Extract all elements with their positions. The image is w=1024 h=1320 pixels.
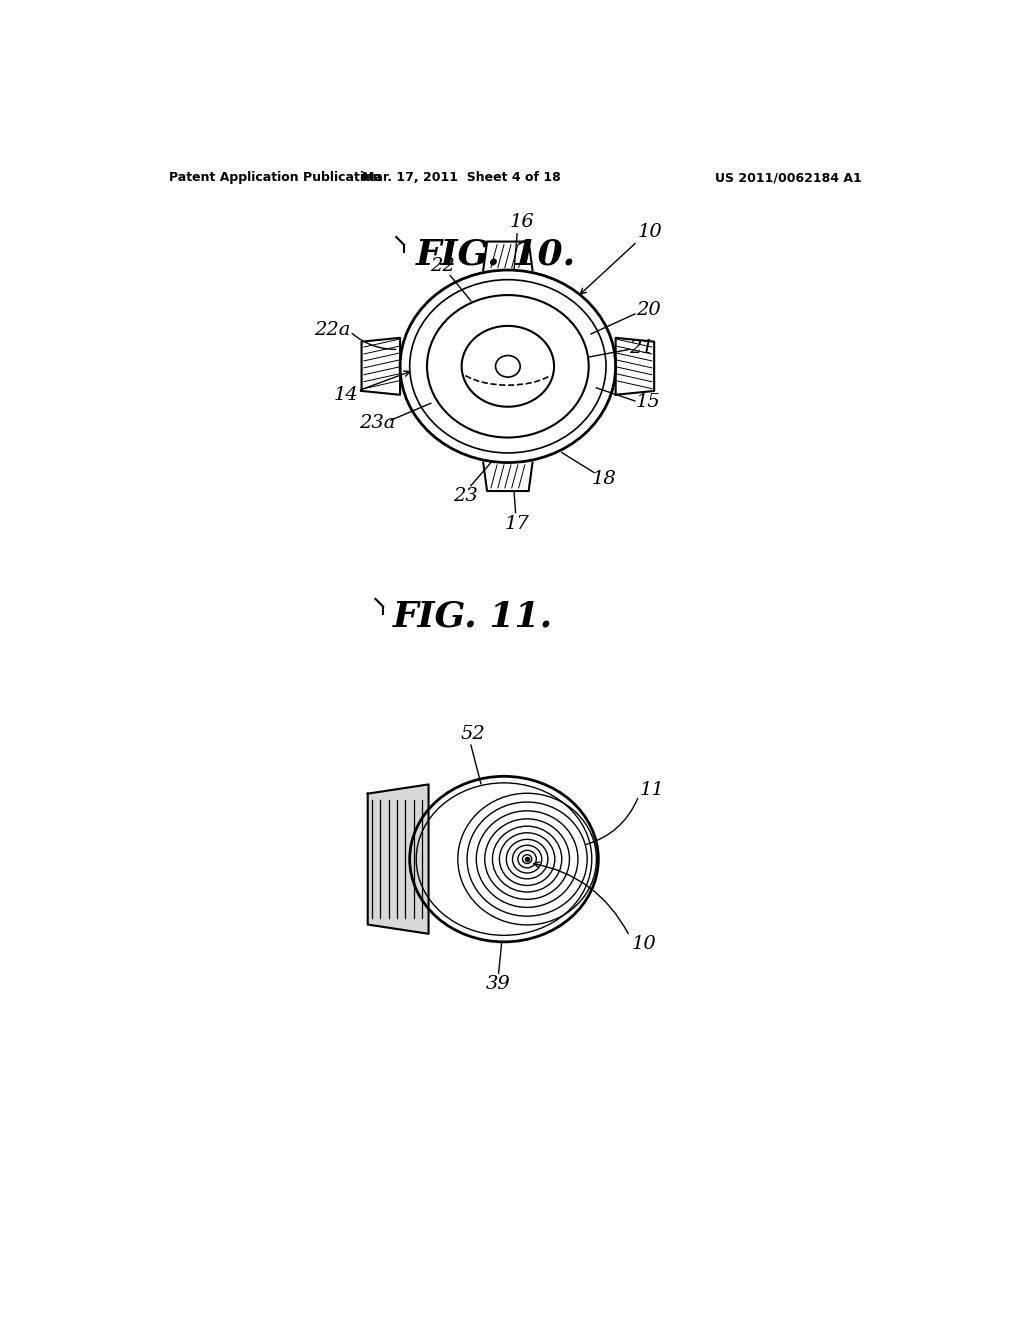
Text: 39: 39 [486, 975, 511, 993]
Text: 10: 10 [638, 223, 663, 240]
Text: 11: 11 [639, 781, 665, 799]
Text: 52: 52 [461, 725, 485, 743]
Text: Patent Application Publication: Patent Application Publication [169, 172, 381, 185]
Text: 22: 22 [430, 257, 455, 275]
Text: 20: 20 [636, 301, 660, 319]
Text: 23a: 23a [358, 413, 395, 432]
Text: 14: 14 [334, 385, 358, 404]
Text: 15: 15 [636, 393, 660, 412]
Polygon shape [368, 784, 429, 933]
Text: 23: 23 [454, 487, 478, 504]
Text: 17: 17 [505, 515, 529, 533]
Text: 16: 16 [509, 213, 535, 231]
Text: 21: 21 [629, 339, 653, 356]
Text: FIG. 11.: FIG. 11. [392, 599, 553, 634]
Text: US 2011/0062184 A1: US 2011/0062184 A1 [716, 172, 862, 185]
Text: Mar. 17, 2011  Sheet 4 of 18: Mar. 17, 2011 Sheet 4 of 18 [362, 172, 561, 185]
Text: 18: 18 [592, 470, 616, 487]
Text: 22a: 22a [314, 321, 350, 339]
Text: 10: 10 [632, 935, 656, 953]
Text: FIG. 10.: FIG. 10. [416, 238, 575, 272]
